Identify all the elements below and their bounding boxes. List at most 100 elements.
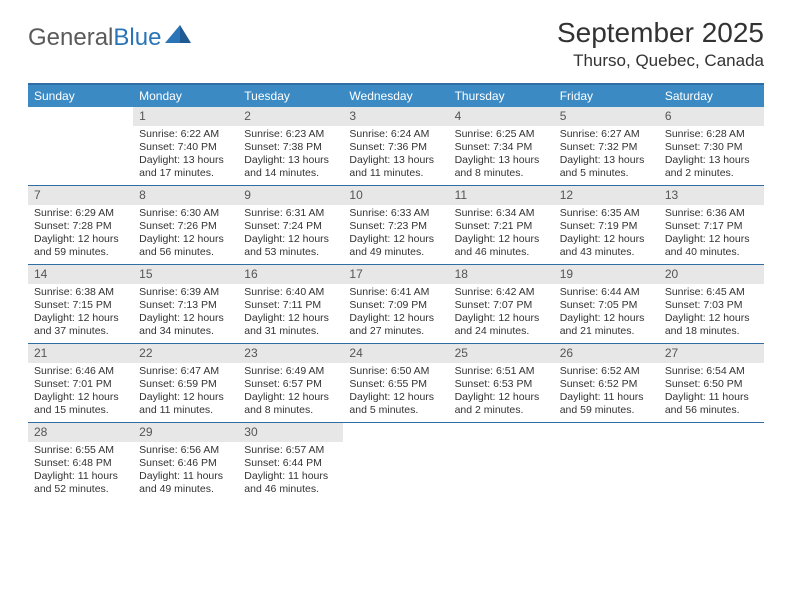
sunset-text: Sunset: 7:01 PM (34, 378, 127, 391)
day-body: Sunrise: 6:46 AMSunset: 7:01 PMDaylight:… (28, 363, 133, 422)
sunrise-text: Sunrise: 6:52 AM (560, 365, 653, 378)
day-body: Sunrise: 6:29 AMSunset: 7:28 PMDaylight:… (28, 205, 133, 264)
day-body: Sunrise: 6:24 AMSunset: 7:36 PMDaylight:… (343, 126, 448, 185)
weekday-header: Monday (133, 85, 238, 107)
daylight-text: Daylight: 12 hours and 43 minutes. (560, 233, 653, 259)
calendar-cell: 19Sunrise: 6:44 AMSunset: 7:05 PMDayligh… (554, 265, 659, 343)
daylight-text: Daylight: 12 hours and 40 minutes. (665, 233, 758, 259)
sunset-text: Sunset: 6:46 PM (139, 457, 232, 470)
calendar-cell: 8Sunrise: 6:30 AMSunset: 7:26 PMDaylight… (133, 186, 238, 264)
sunset-text: Sunset: 7:36 PM (349, 141, 442, 154)
calendar-cell: 24Sunrise: 6:50 AMSunset: 6:55 PMDayligh… (343, 344, 448, 422)
day-body: Sunrise: 6:23 AMSunset: 7:38 PMDaylight:… (238, 126, 343, 185)
sunrise-text: Sunrise: 6:23 AM (244, 128, 337, 141)
daylight-text: Daylight: 11 hours and 52 minutes. (34, 470, 127, 496)
calendar-cell (554, 423, 659, 501)
day-number: 23 (238, 344, 343, 363)
sunrise-text: Sunrise: 6:57 AM (244, 444, 337, 457)
sunrise-text: Sunrise: 6:22 AM (139, 128, 232, 141)
daylight-text: Daylight: 12 hours and 53 minutes. (244, 233, 337, 259)
calendar: Sunday Monday Tuesday Wednesday Thursday… (28, 83, 764, 501)
day-number: 16 (238, 265, 343, 284)
weekday-header: Tuesday (238, 85, 343, 107)
page: GeneralBlue September 2025 Thurso, Quebe… (0, 0, 792, 501)
sunrise-text: Sunrise: 6:54 AM (665, 365, 758, 378)
day-number: 1 (133, 107, 238, 126)
day-body: Sunrise: 6:44 AMSunset: 7:05 PMDaylight:… (554, 284, 659, 343)
day-body: Sunrise: 6:56 AMSunset: 6:46 PMDaylight:… (133, 442, 238, 501)
day-body: Sunrise: 6:47 AMSunset: 6:59 PMDaylight:… (133, 363, 238, 422)
sunrise-text: Sunrise: 6:35 AM (560, 207, 653, 220)
weekday-header: Saturday (659, 85, 764, 107)
day-number: 28 (28, 423, 133, 442)
calendar-cell: 13Sunrise: 6:36 AMSunset: 7:17 PMDayligh… (659, 186, 764, 264)
daylight-text: Daylight: 12 hours and 11 minutes. (139, 391, 232, 417)
day-number: 21 (28, 344, 133, 363)
sunset-text: Sunset: 6:57 PM (244, 378, 337, 391)
day-number: 14 (28, 265, 133, 284)
sunrise-text: Sunrise: 6:56 AM (139, 444, 232, 457)
calendar-cell: 27Sunrise: 6:54 AMSunset: 6:50 PMDayligh… (659, 344, 764, 422)
sunset-text: Sunset: 6:55 PM (349, 378, 442, 391)
daylight-text: Daylight: 12 hours and 34 minutes. (139, 312, 232, 338)
calendar-cell (449, 423, 554, 501)
day-body: Sunrise: 6:25 AMSunset: 7:34 PMDaylight:… (449, 126, 554, 185)
sunrise-text: Sunrise: 6:39 AM (139, 286, 232, 299)
day-body: Sunrise: 6:33 AMSunset: 7:23 PMDaylight:… (343, 205, 448, 264)
day-body: Sunrise: 6:41 AMSunset: 7:09 PMDaylight:… (343, 284, 448, 343)
day-number: 12 (554, 186, 659, 205)
page-title: September 2025 (557, 18, 764, 49)
logo: GeneralBlue (28, 18, 191, 52)
daylight-text: Daylight: 12 hours and 8 minutes. (244, 391, 337, 417)
calendar-cell: 14Sunrise: 6:38 AMSunset: 7:15 PMDayligh… (28, 265, 133, 343)
calendar-cell: 11Sunrise: 6:34 AMSunset: 7:21 PMDayligh… (449, 186, 554, 264)
calendar-cell: 23Sunrise: 6:49 AMSunset: 6:57 PMDayligh… (238, 344, 343, 422)
day-body: Sunrise: 6:35 AMSunset: 7:19 PMDaylight:… (554, 205, 659, 264)
calendar-cell: 6Sunrise: 6:28 AMSunset: 7:30 PMDaylight… (659, 107, 764, 185)
sunrise-text: Sunrise: 6:25 AM (455, 128, 548, 141)
sunrise-text: Sunrise: 6:41 AM (349, 286, 442, 299)
calendar-cell: 18Sunrise: 6:42 AMSunset: 7:07 PMDayligh… (449, 265, 554, 343)
sunset-text: Sunset: 7:11 PM (244, 299, 337, 312)
sunset-text: Sunset: 7:34 PM (455, 141, 548, 154)
calendar-week: 14Sunrise: 6:38 AMSunset: 7:15 PMDayligh… (28, 265, 764, 344)
day-number: 18 (449, 265, 554, 284)
day-body: Sunrise: 6:30 AMSunset: 7:26 PMDaylight:… (133, 205, 238, 264)
sunset-text: Sunset: 7:40 PM (139, 141, 232, 154)
daylight-text: Daylight: 13 hours and 17 minutes. (139, 154, 232, 180)
logo-text: GeneralBlue (28, 24, 161, 52)
day-number: 5 (554, 107, 659, 126)
calendar-cell (659, 423, 764, 501)
sunset-text: Sunset: 7:32 PM (560, 141, 653, 154)
daylight-text: Daylight: 12 hours and 15 minutes. (34, 391, 127, 417)
daylight-text: Daylight: 12 hours and 49 minutes. (349, 233, 442, 259)
calendar-cell: 9Sunrise: 6:31 AMSunset: 7:24 PMDaylight… (238, 186, 343, 264)
day-number: 9 (238, 186, 343, 205)
calendar-cell (28, 107, 133, 185)
day-body: Sunrise: 6:49 AMSunset: 6:57 PMDaylight:… (238, 363, 343, 422)
day-number: 24 (343, 344, 448, 363)
daylight-text: Daylight: 13 hours and 8 minutes. (455, 154, 548, 180)
calendar-cell: 21Sunrise: 6:46 AMSunset: 7:01 PMDayligh… (28, 344, 133, 422)
daylight-text: Daylight: 12 hours and 56 minutes. (139, 233, 232, 259)
logo-word1: General (28, 24, 113, 51)
sunrise-text: Sunrise: 6:51 AM (455, 365, 548, 378)
sunrise-text: Sunrise: 6:31 AM (244, 207, 337, 220)
calendar-cell: 1 Sunrise: 6:22 AMSunset: 7:40 PMDaylight… (133, 107, 238, 185)
sunrise-text: Sunrise: 6:34 AM (455, 207, 548, 220)
daylight-text: Daylight: 12 hours and 21 minutes. (560, 312, 653, 338)
day-number: 20 (659, 265, 764, 284)
sunset-text: Sunset: 7:38 PM (244, 141, 337, 154)
daylight-text: Daylight: 12 hours and 24 minutes. (455, 312, 548, 338)
day-number: 25 (449, 344, 554, 363)
daylight-text: Daylight: 12 hours and 18 minutes. (665, 312, 758, 338)
sunset-text: Sunset: 6:59 PM (139, 378, 232, 391)
calendar-week: 1Sunrise: 6:22 AMSunset: 7:40 PMDaylight… (28, 107, 764, 186)
calendar-cell: 22Sunrise: 6:47 AMSunset: 6:59 PMDayligh… (133, 344, 238, 422)
sunset-text: Sunset: 7:07 PM (455, 299, 548, 312)
weekday-header: Friday (554, 85, 659, 107)
day-number: 17 (343, 265, 448, 284)
sunset-text: Sunset: 7:17 PM (665, 220, 758, 233)
calendar-cell: 17Sunrise: 6:41 AMSunset: 7:09 PMDayligh… (343, 265, 448, 343)
sunset-text: Sunset: 6:50 PM (665, 378, 758, 391)
